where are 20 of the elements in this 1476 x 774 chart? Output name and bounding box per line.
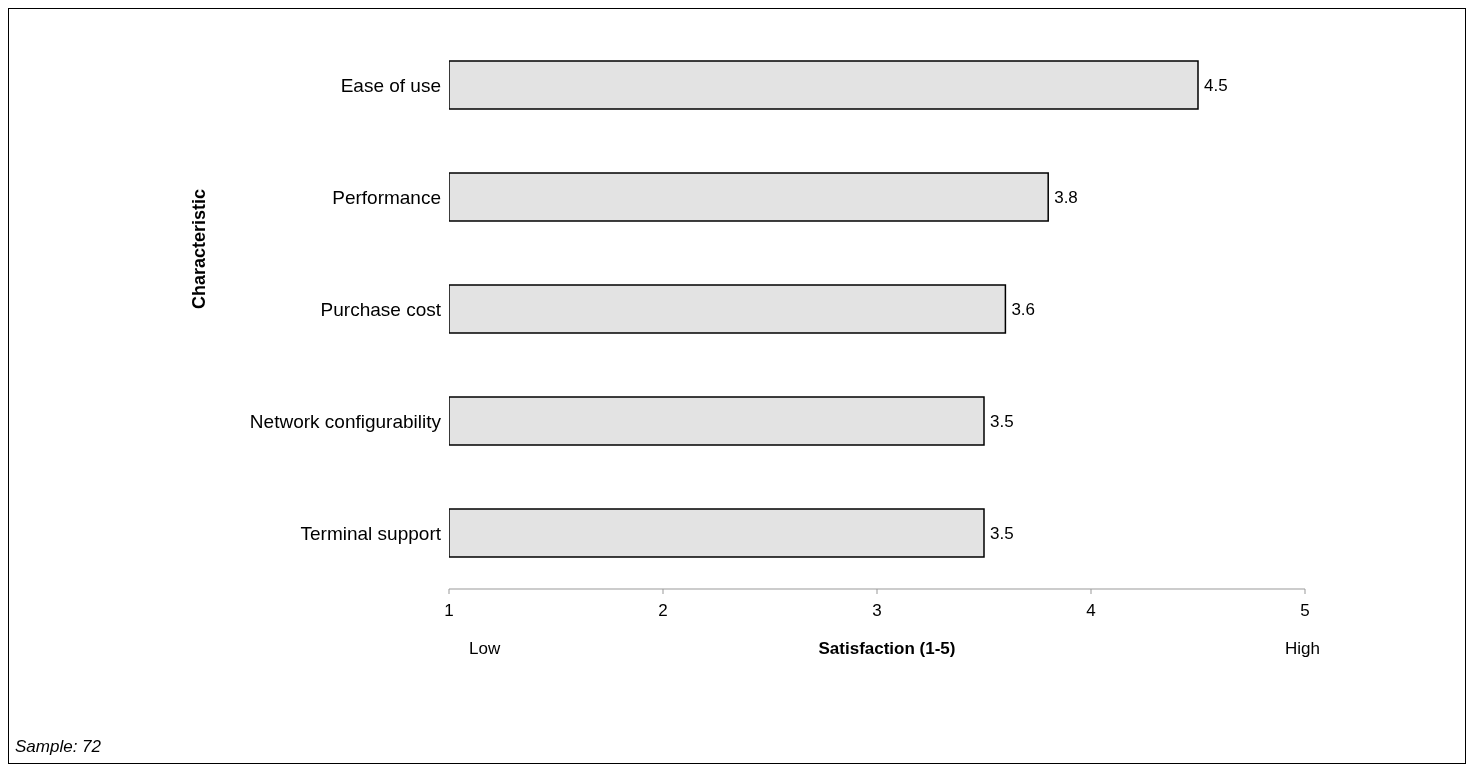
data-label: 3.5: [990, 412, 1014, 432]
data-label: 3.8: [1054, 188, 1078, 208]
y-axis-title: Characteristic: [189, 188, 210, 309]
data-label: 3.5: [990, 524, 1014, 544]
y-tick-label: Ease of use: [340, 74, 441, 96]
x-tick-label: 4: [1086, 601, 1096, 621]
x-tick-label: 3: [872, 601, 882, 621]
y-tick-label: Performance: [332, 186, 441, 208]
text: Low: [469, 639, 501, 659]
text: High: [1285, 639, 1320, 659]
x-tick-label: 1: [444, 601, 454, 621]
x-tick-label: 5: [1300, 601, 1310, 621]
x-tick-label: 2: [658, 601, 668, 621]
data-label: 3.6: [1011, 300, 1036, 320]
y-tick-label: Purchase cost: [320, 298, 442, 320]
y-tick-label: Terminal support: [300, 522, 442, 544]
y-tick-label: Network configurability: [249, 410, 442, 432]
text: Sample: 72: [15, 737, 101, 757]
x-axis-title: Satisfaction (1-5): [818, 639, 956, 658]
data-label: 4.5: [1204, 76, 1228, 96]
